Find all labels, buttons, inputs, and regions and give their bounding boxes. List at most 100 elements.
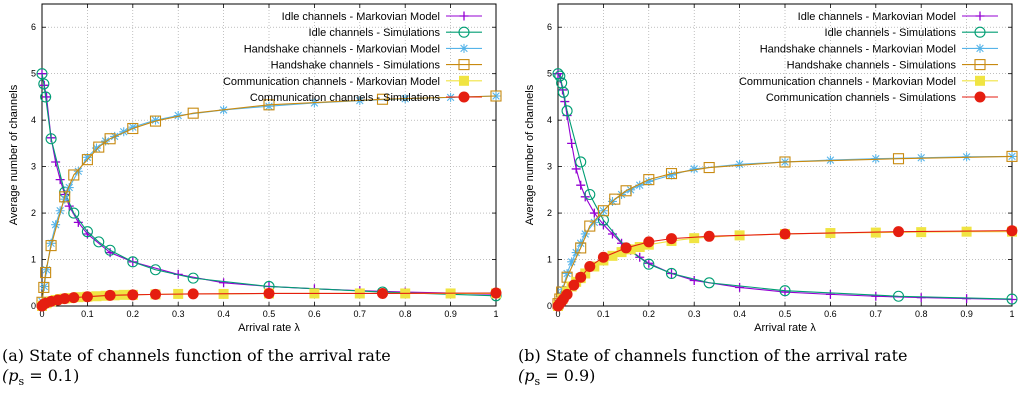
caption-a: (a) State of channels function of the ar… — [2, 346, 522, 392]
chart-a-legend-marker-2 — [459, 43, 469, 53]
chart-b-legend-marker-2 — [975, 43, 985, 53]
chart-b-series-1-point — [703, 277, 715, 289]
chart-b-x-axis-label: Arrival rate λ — [754, 322, 816, 334]
chart-a-ytick-label: 5 — [31, 69, 36, 79]
chart-b-series-0-point — [962, 294, 972, 304]
chart-a-series-2-point — [91, 143, 101, 153]
chart-a-series-3-point — [490, 90, 502, 102]
chart-b-series-5-point — [893, 226, 904, 238]
chart-b-xtick-label: 0.3 — [688, 309, 701, 319]
chart-b-xtick-label: 0.8 — [915, 309, 928, 319]
chart-b-series-0-point — [689, 275, 699, 285]
chart-a-xtick-label: 1 — [493, 309, 498, 319]
chart-b-series-5-point — [703, 230, 715, 242]
caption-a-line2: (ps = 0.1) — [2, 366, 522, 392]
chart-a-series-3-point — [40, 266, 52, 279]
chart-a-ytick-label: 3 — [31, 162, 36, 172]
chart-a-series-1-point — [68, 207, 80, 219]
chart-b-series-3-point — [1006, 150, 1018, 162]
chart-a-xtick-label: 0.5 — [263, 309, 276, 319]
chart-a-series-0-point — [51, 157, 61, 167]
chart-b-series-5-point — [666, 233, 677, 245]
chart-a-series-3-point — [45, 240, 57, 252]
chart-a-series-0-point — [55, 175, 65, 185]
caption-b-p: (p — [518, 366, 535, 385]
chart-a-legend-marker-5 — [458, 91, 470, 103]
chart-a-ytick-label: 2 — [31, 208, 36, 218]
chart-a-series-3-point — [376, 93, 389, 105]
chart-a-series-5-point — [150, 288, 161, 300]
chart-a: 0 0.1 0.2 0.3 0.4 0.5 0.6 0.7 0.8 0.9 1 0 1 2 3 4 5 6 Arri… — [8, 3, 502, 334]
chart-b-series-5-point — [575, 271, 587, 283]
chart-b-series-0-point — [567, 138, 577, 148]
chart-a-xtick-label: 0.8 — [399, 309, 412, 319]
chart-a-series-2-point — [60, 194, 70, 204]
chart-b-legend-label-0: Idle channels - Markovian Model — [798, 11, 956, 23]
chart-b-series-3-point — [609, 193, 621, 205]
chart-a-series-1-point — [149, 264, 162, 276]
chart-a-series-1-point — [81, 226, 93, 238]
chart-b-series-5-point — [620, 242, 632, 254]
chart-b-series-1-point — [561, 105, 573, 117]
chart-b-series-0-point — [571, 164, 581, 174]
chart-b-series-2-point — [644, 176, 654, 186]
chart-b-xtick-label: 0.1 — [597, 309, 610, 319]
chart-a-legend: Idle channels - Markovian Model Idle chan… — [223, 11, 482, 104]
chart-b-series-1 — [552, 68, 1018, 305]
chart-b-series-4-point — [961, 226, 972, 237]
chart-b-series-1-line — [557, 73, 1013, 300]
chart-a-series-1-point — [45, 133, 57, 145]
chart-b-legend: Idle channels - Markovian Model Idle chan… — [739, 11, 998, 104]
chart-b-series-5-point — [643, 236, 655, 248]
chart-b-series-5-point — [597, 251, 609, 263]
chart-a-series-3-line — [41, 95, 497, 303]
chart-b-series-0-point — [735, 282, 745, 292]
chart-b-xtick-label: 0.5 — [779, 309, 792, 319]
chart-b-series-0-point — [576, 180, 586, 190]
chart-b-legend-label-1: Idle channels - Simulations — [825, 27, 957, 39]
chart-b-series-0-point — [825, 289, 835, 299]
chart-b-legend-marker-5 — [974, 91, 986, 103]
chart-a-legend-label-4: Communication channels - Markovian Model — [223, 76, 440, 88]
chart-b-series-2-point — [562, 268, 572, 278]
chart-a-series-1-point — [104, 244, 116, 256]
chart-b-series-2-point — [735, 159, 745, 169]
chart-b-series-0-point — [780, 287, 790, 297]
chart-b-series-4-point — [580, 268, 591, 279]
chart-a-legend-label-0: Idle channels - Markovian Model — [282, 11, 440, 23]
chart-a-series-0-point — [219, 278, 229, 288]
chart-a-legend-label-5: Communication channels - Simulations — [250, 92, 441, 104]
chart-a-xtick-label: 0.9 — [444, 309, 457, 319]
chart-a-xtick-label: 0 — [39, 309, 44, 319]
chart-b-legend-label-3: Handshake channels - Simulations — [787, 60, 957, 72]
chart-b-series-4-point — [634, 241, 645, 252]
chart-b-series-5-point — [561, 288, 573, 300]
chart-a-series-3-point — [149, 115, 162, 127]
chart-a-xtick-label: 0.4 — [217, 309, 230, 319]
chart-b-series-5-point — [1006, 225, 1018, 237]
chart-b-series-1-point — [1006, 293, 1018, 305]
chart-b-y-axis-label: Average number of channels — [524, 84, 536, 225]
chart-b-ytick-label: 0 — [547, 301, 552, 311]
chart-a-series-1-point — [93, 236, 105, 248]
chart-b-series-1-point — [779, 285, 791, 297]
chart-a-series-5-point — [377, 287, 388, 299]
chart-b-series-0-point — [644, 258, 654, 268]
chart-a-series-2-point — [55, 206, 65, 216]
chart-a-series-5-point — [59, 293, 71, 305]
chart-a-xtick-label: 0.1 — [81, 309, 94, 319]
chart-b-series-2-point — [871, 154, 881, 164]
chart-a-series-3-point — [68, 169, 80, 181]
chart-a-legend-label-3: Handshake channels - Simulations — [271, 60, 441, 72]
chart-b-xtick-label: 0.2 — [643, 309, 656, 319]
chart-a-series-2 — [37, 91, 501, 306]
caption-a-line1: (a) State of channels function of the ar… — [2, 346, 391, 365]
chart-a-series-3-point — [104, 133, 116, 145]
chart-b-legend-label-4: Communication channels - Markovian Model — [739, 76, 956, 88]
chart-a-series-2-point — [46, 238, 56, 248]
chart-a-legend-label-2: Handshake channels - Markovian Model — [244, 43, 440, 55]
chart-a-series-1-point — [38, 78, 50, 90]
chart-b-series-5-point — [568, 279, 580, 291]
chart-b-series-1-point — [554, 70, 566, 82]
chart-b-series-3-point — [779, 156, 791, 168]
